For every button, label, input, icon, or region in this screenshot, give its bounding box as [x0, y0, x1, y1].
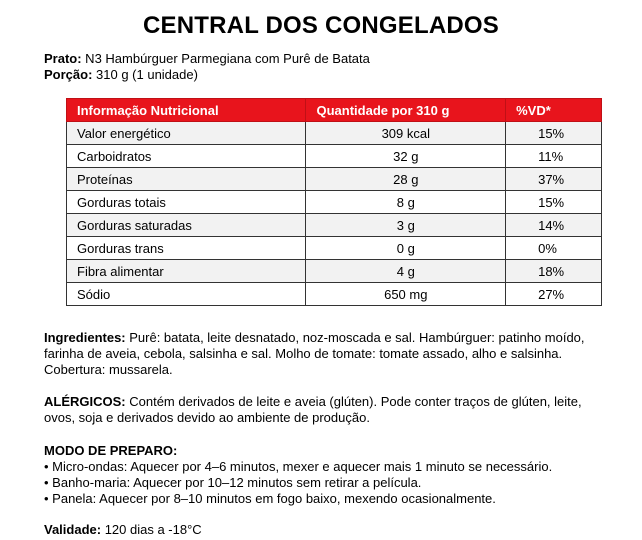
table-row: Valor energético 309 kcal 15% — [65, 121, 602, 145]
portion-line: Porção: 310 g (1 unidade) — [44, 67, 198, 83]
nutrient-quantity: 8 g — [305, 190, 507, 214]
table-row: Carboidratos 32 g 11% — [65, 144, 602, 168]
header-daily-value: %VD* — [505, 98, 602, 122]
nutrient-daily-value: 14% — [505, 213, 602, 237]
header-nutrient: Informação Nutricional — [65, 98, 307, 122]
nutrient-daily-value: 37% — [505, 167, 602, 191]
page-title: CENTRAL DOS CONGELADOS — [143, 12, 499, 39]
nutrient-daily-value: 0% — [505, 236, 602, 260]
nutrient-daily-value: 11% — [505, 144, 602, 168]
preparation-step: • Micro-ondas: Aquecer por 4–6 minutos, … — [44, 459, 553, 474]
nutrition-table-header: Informação Nutricional Quantidade por 31… — [65, 98, 602, 122]
portion-value: 310 g (1 unidade) — [92, 67, 198, 82]
shelf-life-value: 120 dias a -18°C — [101, 522, 202, 537]
nutrient-quantity: 4 g — [305, 259, 507, 283]
table-row: Sódio 650 mg 27% — [65, 282, 602, 306]
allergens-label: ALÉRGICOS: — [44, 394, 126, 409]
nutrient-daily-value: 15% — [505, 121, 602, 145]
ingredients-label: Ingredientes: — [44, 330, 126, 345]
nutrient-quantity: 28 g — [305, 167, 507, 191]
nutrient-quantity: 309 kcal — [305, 121, 507, 145]
shelf-life-line: Validade: 120 dias a -18°C — [44, 522, 614, 538]
dish-label: Prato: — [44, 51, 82, 66]
ingredients-section: Ingredientes: Purê: batata, leite desnat… — [44, 330, 614, 378]
nutrient-name: Carboidratos — [65, 144, 307, 168]
dish-value: N3 Hambúrguer Parmegiana com Purê de Bat… — [81, 51, 370, 66]
nutrient-quantity: 0 g — [305, 236, 507, 260]
table-row: Gorduras trans 0 g 0% — [65, 236, 602, 260]
portion-label: Porção: — [44, 67, 93, 82]
header-quantity: Quantidade por 310 g — [305, 98, 507, 122]
nutrient-name: Valor energético — [65, 121, 307, 145]
ingredients-text: Purê: batata, leite desnatado, noz-mosca… — [44, 330, 585, 377]
allergens-section: ALÉRGICOS: Contém derivados de leite e a… — [44, 394, 614, 426]
nutrient-quantity: 32 g — [305, 144, 507, 168]
preparation-section: MODO DE PREPARO: • Micro-ondas: Aquecer … — [44, 443, 614, 507]
nutrient-quantity: 3 g — [305, 213, 507, 237]
nutrient-daily-value: 27% — [505, 282, 602, 306]
preparation-label: MODO DE PREPARO: — [44, 443, 178, 458]
table-row: Fibra alimentar 4 g 18% — [65, 259, 602, 283]
nutrient-daily-value: 18% — [505, 259, 602, 283]
nutrient-name: Gorduras totais — [65, 190, 307, 214]
table-row: Proteínas 28 g 37% — [65, 167, 602, 191]
nutrient-name: Sódio — [65, 282, 307, 306]
nutrient-daily-value: 15% — [505, 190, 602, 214]
dish-line: Prato: N3 Hambúrguer Parmegiana com Purê… — [44, 51, 370, 67]
shelf-life-label: Validade: — [44, 522, 102, 537]
table-row: Gorduras totais 8 g 15% — [65, 190, 602, 214]
nutrition-table: Informação Nutricional Quantidade por 31… — [65, 98, 602, 306]
table-row: Gorduras saturadas 3 g 14% — [65, 213, 602, 237]
nutrient-name: Fibra alimentar — [65, 259, 307, 283]
allergens-text: Contém derivados de leite e aveia (glúte… — [44, 394, 582, 425]
nutrient-quantity: 650 mg — [305, 282, 507, 306]
preparation-step: • Banho-maria: Aquecer por 10–12 minutos… — [44, 475, 422, 490]
nutrient-name: Gorduras saturadas — [65, 213, 307, 237]
nutrient-name: Proteínas — [65, 167, 307, 191]
preparation-step: • Panela: Aquecer por 8–10 minutos em fo… — [44, 491, 496, 506]
nutrient-name: Gorduras trans — [65, 236, 307, 260]
